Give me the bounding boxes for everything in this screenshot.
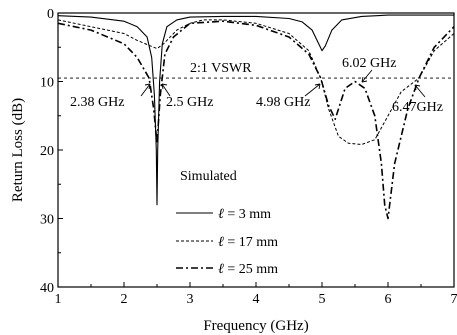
legend-label-25mm: ℓ = 25 mm xyxy=(218,262,278,277)
arrowhead-2-5ghz xyxy=(161,83,168,90)
annotation-6-02ghz: 6.02 GHz xyxy=(342,56,396,71)
x-tick-label: 7 xyxy=(451,292,457,307)
legend: Simulated ℓ = 3 mm ℓ = 17 mm ℓ = 25 mm xyxy=(176,169,278,277)
legend-rest-25mm: = 25 mm xyxy=(224,262,278,277)
x-tick-label: 5 xyxy=(319,292,326,307)
arrowhead-6-47ghz xyxy=(414,84,421,91)
arrow-2-5ghz xyxy=(161,83,171,97)
legend-label-17mm: ℓ = 17 mm xyxy=(218,235,278,250)
y-tick-label: 0 xyxy=(47,7,54,22)
y-tick-label: 30 xyxy=(40,213,54,228)
legend-symbol-25mm: ℓ xyxy=(218,262,224,277)
annotation-2-38ghz: 2.38 GHz xyxy=(70,95,124,110)
x-tick-label: 3 xyxy=(187,292,194,307)
arrowhead-6-02ghz xyxy=(361,76,368,83)
x-tick-label: 1 xyxy=(55,292,62,307)
series-17mm-line xyxy=(58,19,454,145)
x-tick-label: 4 xyxy=(253,292,260,307)
legend-symbol-3mm: ℓ xyxy=(218,207,224,222)
y-tick-label: 10 xyxy=(40,76,54,91)
x-axis-ticks: 1 2 3 4 5 6 7 xyxy=(55,282,457,307)
series-3mm-line xyxy=(58,14,454,206)
legend-title: Simulated xyxy=(180,169,237,184)
arrow-2-38ghz xyxy=(140,83,151,97)
annotation-4-98ghz: 4.98 GHz xyxy=(256,95,310,110)
series-25mm-line xyxy=(58,20,454,220)
legend-rest-3mm: = 3 mm xyxy=(224,207,271,222)
legend-rest-17mm: = 17 mm xyxy=(224,235,278,250)
annotation-arrows xyxy=(140,69,426,98)
arrow-6-47ghz xyxy=(414,84,426,98)
arrowhead-2-38ghz xyxy=(144,83,151,90)
annotation-6-47ghz: 6.47GHz xyxy=(392,100,443,115)
x-axis-label: Frequency (GHz) xyxy=(203,318,308,334)
y-axis-label: Return Loss (dB) xyxy=(10,98,26,202)
arrow-4-98ghz xyxy=(304,83,321,97)
arrow-6-02ghz xyxy=(361,69,373,83)
annotation-2-5ghz: 2.5 GHz xyxy=(166,95,213,110)
arrowhead-4-98ghz xyxy=(314,83,321,90)
legend-label-3mm: ℓ = 3 mm xyxy=(218,207,271,222)
y-tick-label: 20 xyxy=(40,144,54,159)
x-tick-label: 2 xyxy=(121,292,128,307)
x-tick-label: 6 xyxy=(385,292,392,307)
series-layer xyxy=(58,14,454,220)
y-tick-label: 40 xyxy=(40,281,54,296)
legend-symbol-17mm: ℓ xyxy=(218,235,224,250)
vswr-label: 2:1 VSWR xyxy=(190,61,252,76)
y-axis-ticks: 0 10 20 30 40 xyxy=(40,7,63,296)
